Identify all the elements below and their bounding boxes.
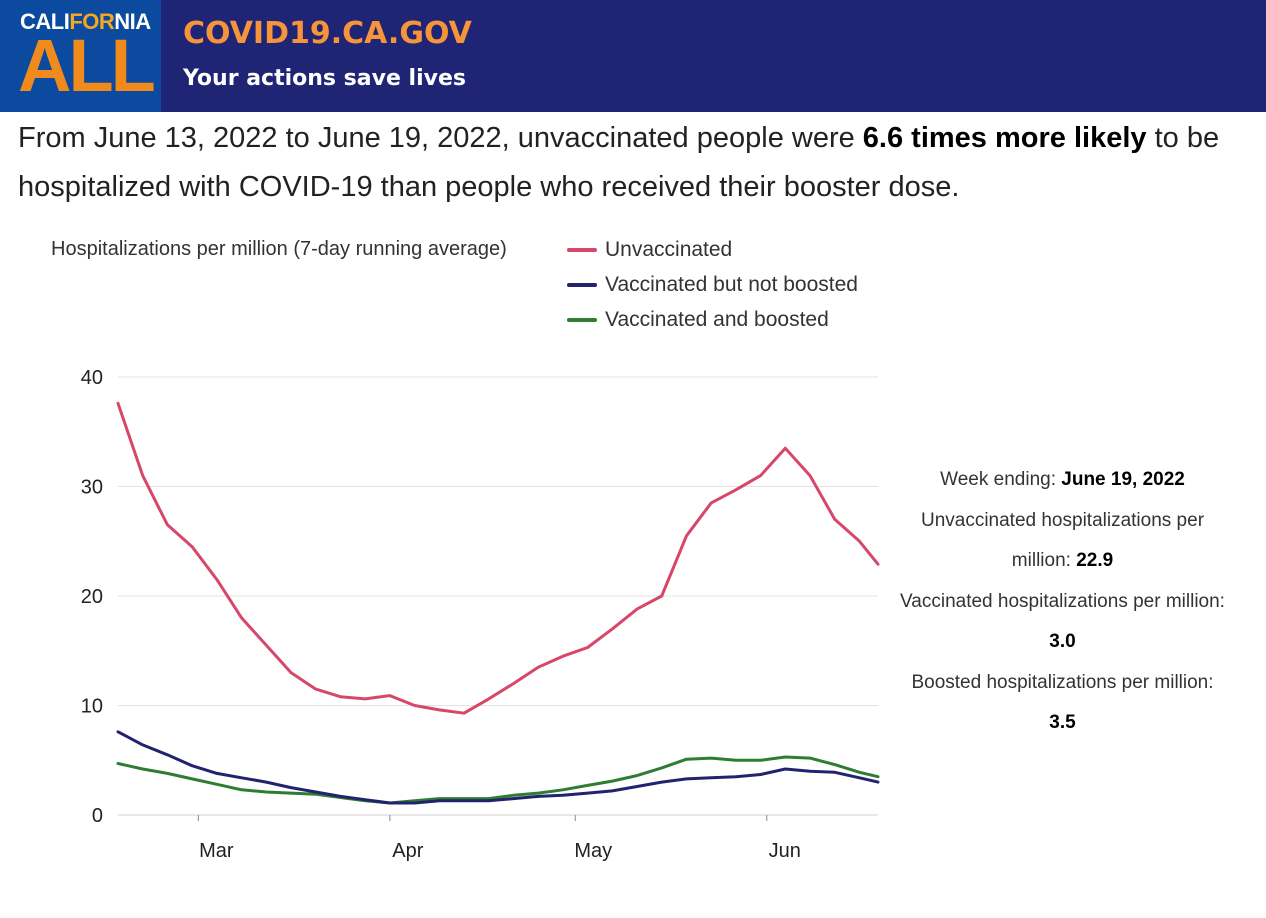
week-summary-panel: Week ending: June 19, 2022 Unvaccinated … <box>900 460 1225 744</box>
unvaccinated-rate-value: 22.9 <box>1076 550 1114 571</box>
legend-swatch-vaccinated <box>567 282 597 287</box>
summary-text-after: to be hospitalized with COVID-19 than pe… <box>18 122 1220 203</box>
legend-swatch-unvaccinated <box>567 247 597 252</box>
x-tick-label-jun: Jun <box>769 840 801 862</box>
vaccinated-rate-line: Vaccinated hospitalizations per million:… <box>900 590 1225 653</box>
week-ending-line: Week ending: June 19, 2022 <box>940 469 1185 490</box>
legend-label-boosted: Vaccinated and boosted <box>605 307 829 331</box>
california-all-logo[interactable]: CALIFORNIA ALL <box>0 0 161 112</box>
legend-item-boosted: Vaccinated and boosted <box>567 302 858 337</box>
legend-item-vaccinated: Vaccinated but not boosted <box>567 267 858 302</box>
site-name-link[interactable]: COVID19.CA.GOV <box>183 16 472 51</box>
legend-label-vaccinated: Vaccinated but not boosted <box>605 272 858 296</box>
series-line-vaccinated <box>116 730 880 805</box>
y-tick-label-10: 10 <box>81 696 103 718</box>
summary-emphasis: 6.6 times more likely <box>862 122 1147 154</box>
x-tick-label-may: May <box>574 840 612 862</box>
week-ending-value: June 19, 2022 <box>1061 469 1185 490</box>
logo-wordmark-all: ALL <box>18 24 156 107</box>
legend-label-unvaccinated: Unvaccinated <box>605 237 733 261</box>
unvaccinated-rate-line: Unvaccinated hospitalizations per millio… <box>920 509 1205 572</box>
y-tick-label-30: 30 <box>81 477 103 499</box>
legend-swatch-boosted <box>567 317 597 322</box>
chart-legend: Unvaccinated Vaccinated but not boosted … <box>567 238 858 337</box>
x-tick-label-apr: Apr <box>392 840 423 862</box>
x-tick-label-mar: Mar <box>199 840 234 862</box>
boosted-rate-value: 3.5 <box>1049 712 1076 733</box>
chart-title: Hospitalizations per million (7-day runn… <box>51 238 507 260</box>
series-line-boosted <box>116 755 880 805</box>
y-tick-label-0: 0 <box>92 805 103 827</box>
series-line-unvaccinated <box>116 401 880 715</box>
logo-wordmark-top: CALIFORNIA <box>20 9 151 34</box>
y-tick-label-40: 40 <box>81 367 103 389</box>
site-tagline: Your actions save lives <box>183 66 466 91</box>
legend-item-unvaccinated: Unvaccinated <box>567 232 858 267</box>
summary-statement: From June 13, 2022 to June 19, 2022, unv… <box>18 114 1258 212</box>
vaccinated-rate-value: 3.0 <box>1049 631 1076 652</box>
site-header: CALIFORNIA ALL COVID19.CA.GOV Your actio… <box>0 0 1266 112</box>
boosted-rate-line: Boosted hospitalizations per million: 3.… <box>911 671 1214 734</box>
summary-text-before: From June 13, 2022 to June 19, 2022, unv… <box>18 122 863 154</box>
y-tick-label-20: 20 <box>81 586 103 608</box>
